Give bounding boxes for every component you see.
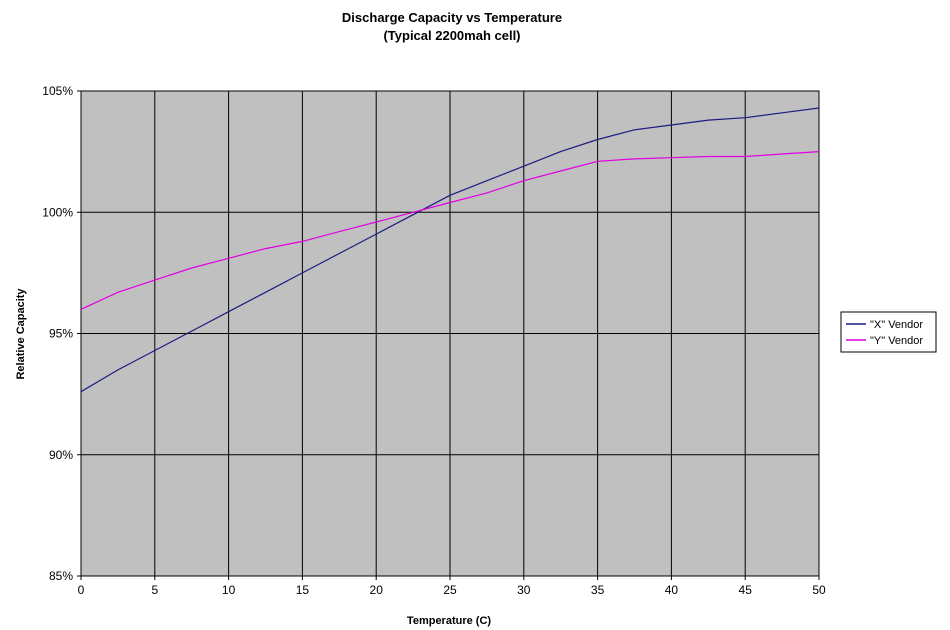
y-tick-label-4: 105% (42, 84, 73, 98)
x-tick-label-2: 10 (222, 583, 236, 597)
y-tick-label-2: 95% (49, 327, 73, 341)
x-tick-label-8: 40 (665, 583, 679, 597)
chart-subtitle: (Typical 2200mah cell) (383, 28, 520, 43)
legend-label-1: "Y" Vendor (870, 335, 923, 347)
chart-title: Discharge Capacity vs Temperature (342, 10, 562, 25)
series-line-0 (80, 107, 820, 393)
y-tick-label-1: 90% (49, 448, 73, 462)
x-tick-label-4: 20 (370, 583, 384, 597)
legend: "X" Vendor "Y" Vendor (840, 311, 937, 353)
x-tick-label-1: 5 (151, 583, 158, 597)
legend-box (840, 311, 937, 353)
legend-label-0: "X" Vendor (870, 319, 923, 331)
y-axis-ticks: 85% 90% 95% 100% 105% (42, 84, 81, 583)
x-axis-label: Temperature (C) (407, 615, 491, 627)
x-tick-label-9: 45 (739, 583, 753, 597)
series-lines (80, 107, 820, 393)
x-tick-label-5: 25 (443, 583, 457, 597)
x-tick-label-3: 15 (296, 583, 310, 597)
grid-lines (80, 90, 820, 577)
series-line-1 (80, 151, 820, 310)
x-tick-label-0: 0 (78, 583, 85, 597)
x-tick-label-7: 35 (591, 583, 605, 597)
y-axis-label: Relative Capacity (15, 288, 27, 380)
x-tick-label-6: 30 (517, 583, 531, 597)
x-tick-label-10: 50 (812, 583, 826, 597)
x-axis-ticks: 0 5 10 15 20 25 30 35 40 45 50 (78, 576, 826, 597)
y-tick-label-0: 85% (49, 569, 73, 583)
y-tick-label-3: 100% (42, 205, 73, 219)
